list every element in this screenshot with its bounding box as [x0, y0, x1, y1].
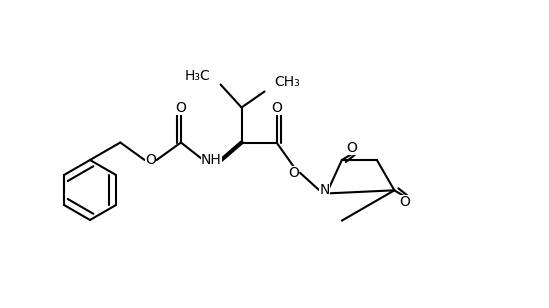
Text: CH₃: CH₃ — [274, 75, 300, 90]
Text: H₃C: H₃C — [185, 68, 211, 83]
Text: O: O — [271, 100, 282, 115]
Text: O: O — [289, 166, 300, 180]
Text: O: O — [346, 141, 357, 155]
Text: O: O — [399, 195, 410, 209]
Text: O: O — [145, 153, 156, 167]
Text: O: O — [176, 100, 186, 115]
Text: N: N — [319, 183, 329, 197]
Text: NH: NH — [201, 153, 222, 167]
